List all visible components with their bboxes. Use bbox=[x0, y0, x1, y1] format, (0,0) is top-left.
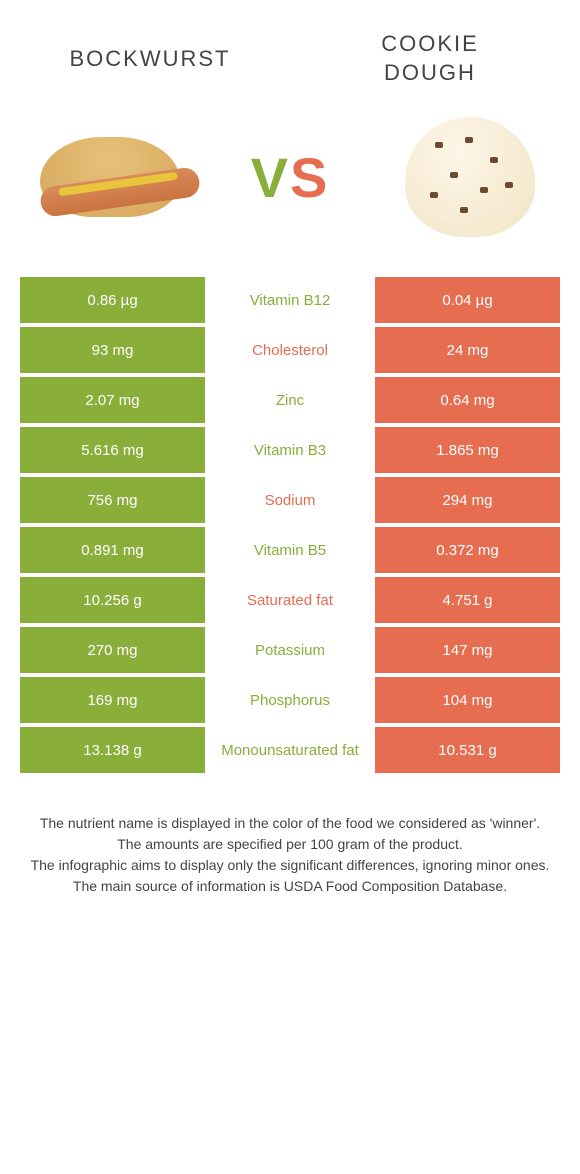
value-right: 24 mg bbox=[375, 327, 560, 373]
nutrient-label: Vitamin B3 bbox=[205, 427, 375, 473]
nutrient-row: 13.138 gMonounsaturated fat10.531 g bbox=[20, 727, 560, 773]
nutrient-label: Vitamin B12 bbox=[205, 277, 375, 323]
nutrient-label: Sodium bbox=[205, 477, 375, 523]
image-row: VS bbox=[0, 97, 580, 277]
nutrient-row: 93 mgCholesterol24 mg bbox=[20, 327, 560, 373]
value-left: 0.86 µg bbox=[20, 277, 205, 323]
nutrient-row: 10.256 gSaturated fat4.751 g bbox=[20, 577, 560, 623]
value-right: 0.64 mg bbox=[375, 377, 560, 423]
value-right: 1.865 mg bbox=[375, 427, 560, 473]
value-right: 0.372 mg bbox=[375, 527, 560, 573]
value-right: 4.751 g bbox=[375, 577, 560, 623]
nutrient-row: 5.616 mgVitamin B31.865 mg bbox=[20, 427, 560, 473]
nutrient-label: Monounsaturated fat bbox=[205, 727, 375, 773]
nutrient-row: 756 mgSodium294 mg bbox=[20, 477, 560, 523]
title-left: BOCKWURST bbox=[30, 46, 270, 72]
value-left: 10.256 g bbox=[20, 577, 205, 623]
value-right: 104 mg bbox=[375, 677, 560, 723]
nutrient-row: 0.891 mgVitamin B50.372 mg bbox=[20, 527, 560, 573]
footer-notes: The nutrient name is displayed in the co… bbox=[0, 813, 580, 897]
value-right: 10.531 g bbox=[375, 727, 560, 773]
nutrient-row: 270 mgPotassium147 mg bbox=[20, 627, 560, 673]
cookie-dough-image bbox=[380, 107, 560, 247]
value-left: 0.891 mg bbox=[20, 527, 205, 573]
nutrient-label: Vitamin B5 bbox=[205, 527, 375, 573]
nutrient-row: 0.86 µgVitamin B120.04 µg bbox=[20, 277, 560, 323]
nutrient-label: Cholesterol bbox=[205, 327, 375, 373]
value-right: 0.04 µg bbox=[375, 277, 560, 323]
value-right: 294 mg bbox=[375, 477, 560, 523]
value-left: 13.138 g bbox=[20, 727, 205, 773]
value-left: 756 mg bbox=[20, 477, 205, 523]
nutrient-label: Zinc bbox=[205, 377, 375, 423]
header-titles: BOCKWURST COOKIE DOUGH bbox=[0, 0, 580, 97]
nutrient-row: 2.07 mgZinc0.64 mg bbox=[20, 377, 560, 423]
nutrient-label: Saturated fat bbox=[205, 577, 375, 623]
nutrient-label: Phosphorus bbox=[205, 677, 375, 723]
value-right: 147 mg bbox=[375, 627, 560, 673]
value-left: 93 mg bbox=[20, 327, 205, 373]
bockwurst-image bbox=[20, 107, 200, 247]
value-left: 2.07 mg bbox=[20, 377, 205, 423]
value-left: 270 mg bbox=[20, 627, 205, 673]
nutrient-table: 0.86 µgVitamin B120.04 µg93 mgCholestero… bbox=[20, 277, 560, 773]
nutrient-label: Potassium bbox=[205, 627, 375, 673]
value-left: 169 mg bbox=[20, 677, 205, 723]
footer-line: The infographic aims to display only the… bbox=[30, 855, 550, 876]
footer-line: The amounts are specified per 100 gram o… bbox=[30, 834, 550, 855]
vs-label: VS bbox=[251, 145, 330, 210]
value-left: 5.616 mg bbox=[20, 427, 205, 473]
footer-line: The nutrient name is displayed in the co… bbox=[30, 813, 550, 834]
nutrient-row: 169 mgPhosphorus104 mg bbox=[20, 677, 560, 723]
footer-line: The main source of information is USDA F… bbox=[30, 876, 550, 897]
title-right: COOKIE DOUGH bbox=[310, 30, 550, 87]
